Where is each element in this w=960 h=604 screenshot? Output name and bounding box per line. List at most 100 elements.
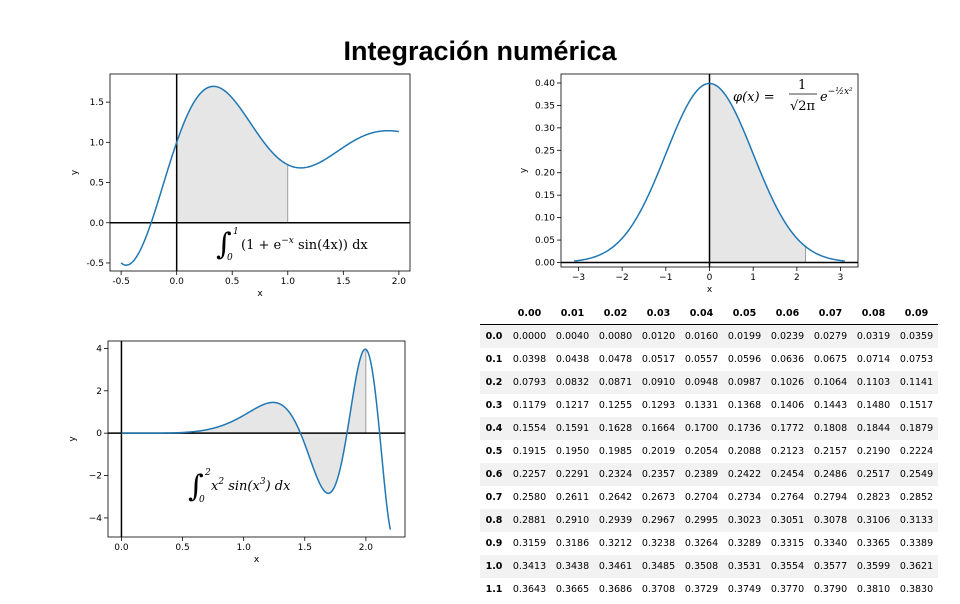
plot2-y-tick-label: 0.40 (535, 79, 555, 89)
table-cell: 0.1808 (813, 423, 848, 434)
table-cell: 0.3708 (641, 584, 676, 595)
table-row-header: 0.4 (485, 423, 503, 434)
plot2-y-tick-label: 0.10 (535, 214, 555, 224)
page-title: Integración numérica (343, 36, 617, 66)
table-cell: 0.2642 (598, 492, 633, 503)
table-cell: 0.2190 (856, 446, 891, 457)
table-cell: 0.1141 (899, 377, 934, 388)
table-col-header: 0.07 (818, 307, 843, 319)
table-cell: 0.0987 (727, 377, 762, 388)
table-cell: 0.1591 (555, 423, 590, 434)
table-cell: 0.2704 (684, 492, 719, 503)
table-cell: 0.3340 (813, 538, 848, 549)
table-cell: 0.0000 (512, 331, 547, 342)
plot2-series-line (574, 82, 845, 262)
plot3-series-line (121, 348, 392, 530)
table-cell: 0.0675 (813, 354, 848, 365)
table-cell: 0.3665 (555, 584, 590, 595)
table-cell: 0.3438 (555, 561, 590, 572)
table-cell: 0.3106 (856, 515, 891, 526)
table-cell: 0.1480 (856, 400, 891, 411)
plot3-formula-cube: 3 (260, 477, 266, 487)
plot3-x-tick-label: 0.0 (114, 543, 129, 553)
plot3-y-tick-label: −2 (89, 472, 102, 482)
table-cell: 0.0596 (727, 354, 762, 365)
table-col-header: 0.06 (775, 307, 800, 319)
table-cell: 0.2517 (856, 469, 891, 480)
table-cell: 0.3133 (899, 515, 934, 526)
table-cell: 0.3485 (641, 561, 676, 572)
table-cell: 0.2823 (856, 492, 891, 503)
table-cell: 0.2995 (684, 515, 719, 526)
table-cell: 0.1879 (899, 423, 934, 434)
table-cell: 0.3770 (770, 584, 805, 595)
table-cell: 0.2967 (641, 515, 676, 526)
table-cell: 0.0398 (512, 354, 547, 365)
table-cell: 0.0359 (899, 331, 934, 342)
table-cell: 0.2224 (899, 446, 934, 457)
table-cell: 0.2019 (641, 446, 676, 457)
plot3-y-tick-label: 0 (96, 429, 102, 439)
plot3-x-axis-label: x (254, 555, 260, 565)
plot1-formula-exp: −x (281, 236, 294, 246)
table-cell: 0.3810 (856, 584, 891, 595)
table-col-header (480, 302, 508, 325)
plot1-series-line (120, 85, 400, 266)
table-cell: 0.3599 (856, 561, 891, 572)
table-cell: 0.3023 (727, 515, 762, 526)
table-cell: 0.1103 (856, 377, 891, 388)
table-cell: 0.2673 (641, 492, 676, 503)
table-cell: 0.0517 (641, 354, 676, 365)
table-cell: 0.1517 (899, 400, 934, 411)
plot2-y-tick-label: 0.25 (535, 146, 555, 156)
table-cell: 0.1915 (512, 446, 547, 457)
plot1-x-tick-label: 1.5 (336, 277, 350, 287)
plot3-x-tick-label: 1.5 (298, 543, 312, 553)
plot1-y-tick-label: 0.5 (90, 179, 104, 189)
table-cell: 0.2291 (555, 469, 590, 480)
table-cell: 0.3508 (684, 561, 719, 572)
table-row-header: 0.3 (485, 400, 503, 411)
table-cell: 0.3051 (770, 515, 805, 526)
table-cell: 0.3078 (813, 515, 848, 526)
table-cell: 0.3315 (770, 538, 805, 549)
table-row: 0.3 0.1179 0.1217 0.1255 0.1293 0.1331 0.1368 0… (480, 394, 938, 417)
plot3-formula-mid: sin(x (224, 479, 260, 494)
plot1-y-tick-label: 0.0 (90, 219, 105, 229)
plot3-formula-integral-sign: ∫ (188, 469, 204, 504)
table-cell: 0.2389 (684, 469, 719, 480)
plot1-formula-body: (1 + e (241, 238, 282, 253)
table-cell: 0.1331 (684, 400, 719, 411)
plot2-x-tick-label: 1 (750, 273, 756, 283)
table-cell: 0.3729 (684, 584, 719, 595)
table-row: 0.4 0.1554 0.1591 0.1628 0.1664 0.1700 0.1736 0… (480, 417, 938, 440)
table-cell: 0.0438 (555, 354, 590, 365)
table-cell: 0.0160 (684, 331, 719, 342)
table-cell: 0.0040 (555, 331, 590, 342)
table-cell: 0.0239 (770, 331, 805, 342)
plot2-y-tick-label: 0.05 (535, 236, 555, 246)
table-cell: 0.3531 (727, 561, 762, 572)
table-cell: 0.2486 (813, 469, 848, 480)
plot1-formula-integral-sign: ∫ (216, 227, 232, 262)
table-cell: 0.3577 (813, 561, 848, 572)
table-cell: 0.0793 (512, 377, 547, 388)
table-cell: 0.2157 (813, 446, 848, 457)
plot1-y-tick-label: 1.5 (90, 98, 104, 108)
chart-integral-exp-sin: -0.5 0.0 0.5 1.0 1.5 2.0-0.50.00.51.01.5xy ∫ … (70, 73, 411, 299)
table-cell: 0.1772 (770, 423, 805, 434)
table-col-header: 0.05 (732, 307, 757, 319)
table-cell: 0.2422 (727, 469, 762, 480)
table-row-header: 0.6 (485, 469, 503, 480)
plot1-y-tick-label: -0.5 (86, 259, 104, 269)
normal-distribution-table: 0.00 0.01 0.02 0.03 0.04 0.05 0.06 0.07 0.08 0.09… (480, 302, 938, 601)
plot3-formula-upper-limit: 2 (204, 468, 211, 478)
table-cell: 0.0871 (598, 377, 633, 388)
plot3-formula-body: x (211, 479, 219, 494)
plot1-x-tick-label: 0.0 (170, 277, 185, 287)
table-cell: 0.2088 (727, 446, 762, 457)
table-cell: 0.0120 (641, 331, 676, 342)
plot3-x-tick-label: 1.0 (237, 543, 252, 553)
plot3-x-tick-label: 0.5 (175, 543, 189, 553)
plot2-x-axis-label: x (707, 285, 713, 295)
